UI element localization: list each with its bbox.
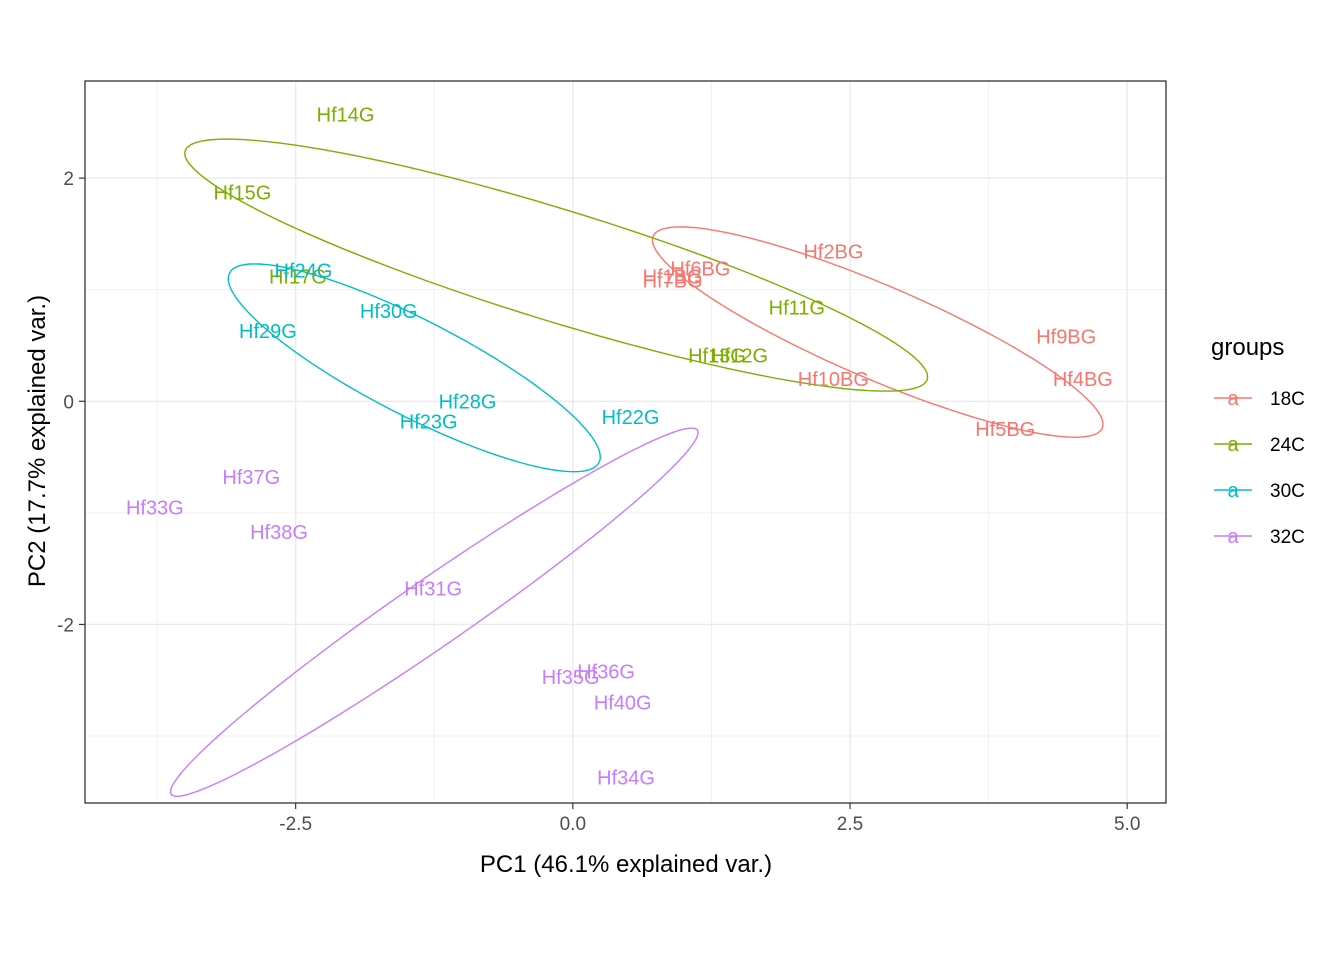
point-label-Hf5BG: Hf5BG	[975, 419, 1035, 441]
x-tick-label: 5.0	[1114, 814, 1140, 835]
point-label-Hf9BG: Hf9BG	[1036, 327, 1096, 349]
point-label-Hf24G: Hf24G	[275, 261, 333, 283]
x-axis: -2.5 0.0 2.5 5.0	[279, 803, 1140, 835]
ellipse-32C	[169, 427, 699, 798]
point-label-Hf6BG: Hf6BG	[670, 258, 730, 280]
ellipse-30C	[227, 263, 602, 473]
ellipse-18C	[651, 226, 1104, 439]
x-axis-title: PC1 (46.1% explained var.)	[480, 851, 772, 878]
legend-key-glyph: a	[1227, 388, 1239, 410]
point-label-Hf2BG: Hf2BG	[803, 242, 863, 264]
x-tick-label: -2.5	[279, 814, 312, 835]
legend-label-24C: 24C	[1270, 435, 1305, 456]
legend-key-glyph: a	[1227, 526, 1239, 548]
grid-major	[85, 81, 1166, 803]
legend-key-glyph: a	[1227, 434, 1239, 456]
y-tick-label: 0	[63, 392, 74, 413]
point-label-Hf31G: Hf31G	[404, 579, 462, 601]
point-label-Hf7BG: Hf7BG	[643, 271, 703, 293]
point-label-Hf23G: Hf23G	[400, 411, 458, 433]
point-label-Hf38G: Hf38G	[250, 522, 308, 544]
point-label-Hf12G: Hf12G	[710, 346, 768, 368]
legend: groups a 18C a 24C a 30C a 32C	[1211, 334, 1305, 548]
legend-label-32C: 32C	[1270, 527, 1305, 548]
y-axis: -2 0 2	[57, 169, 85, 636]
point-label-Hf35G: Hf35G	[542, 667, 600, 689]
y-tick-label: -2	[57, 615, 74, 636]
point-label-Hf14G: Hf14G	[317, 104, 375, 126]
point-label-Hf40G: Hf40G	[594, 693, 652, 715]
confidence-ellipses	[169, 138, 1104, 798]
point-label-Hf34G: Hf34G	[597, 767, 655, 789]
point-label-Hf37G: Hf37G	[222, 467, 280, 489]
point-label-Hf1BG: Hf1BG	[643, 266, 703, 288]
point-label-Hf11G: Hf11G	[769, 298, 825, 320]
grid-minor	[85, 81, 1166, 803]
point-label-Hf10BG: Hf10BG	[798, 369, 869, 391]
x-tick-label: 2.5	[837, 814, 863, 835]
legend-label-18C: 18C	[1270, 389, 1305, 410]
point-label-Hf30G: Hf30G	[360, 301, 418, 323]
point-label-Hf29G: Hf29G	[239, 321, 297, 343]
point-label-Hf15G: Hf15G	[214, 183, 272, 205]
legend-label-30C: 30C	[1270, 481, 1305, 502]
legend-title: groups	[1211, 334, 1284, 361]
point-label-Hf17G: Hf17G	[269, 266, 327, 288]
y-axis-title: PC2 (17.7% explained var.)	[24, 295, 51, 587]
point-label-Hf13G: Hf13G	[688, 346, 746, 368]
panel-border	[84, 80, 1167, 804]
point-label-Hf33G: Hf33G	[126, 497, 184, 519]
ellipse-24C	[184, 138, 929, 392]
point-label-Hf22G: Hf22G	[602, 407, 660, 429]
point-label-Hf36G: Hf36G	[577, 661, 635, 683]
point-label-Hf4BG: Hf4BG	[1053, 369, 1113, 391]
legend-key-glyph: a	[1227, 480, 1239, 502]
point-label-Hf28G: Hf28G	[439, 391, 497, 413]
x-tick-label: 0.0	[560, 814, 586, 835]
y-tick-label: 2	[63, 169, 74, 190]
